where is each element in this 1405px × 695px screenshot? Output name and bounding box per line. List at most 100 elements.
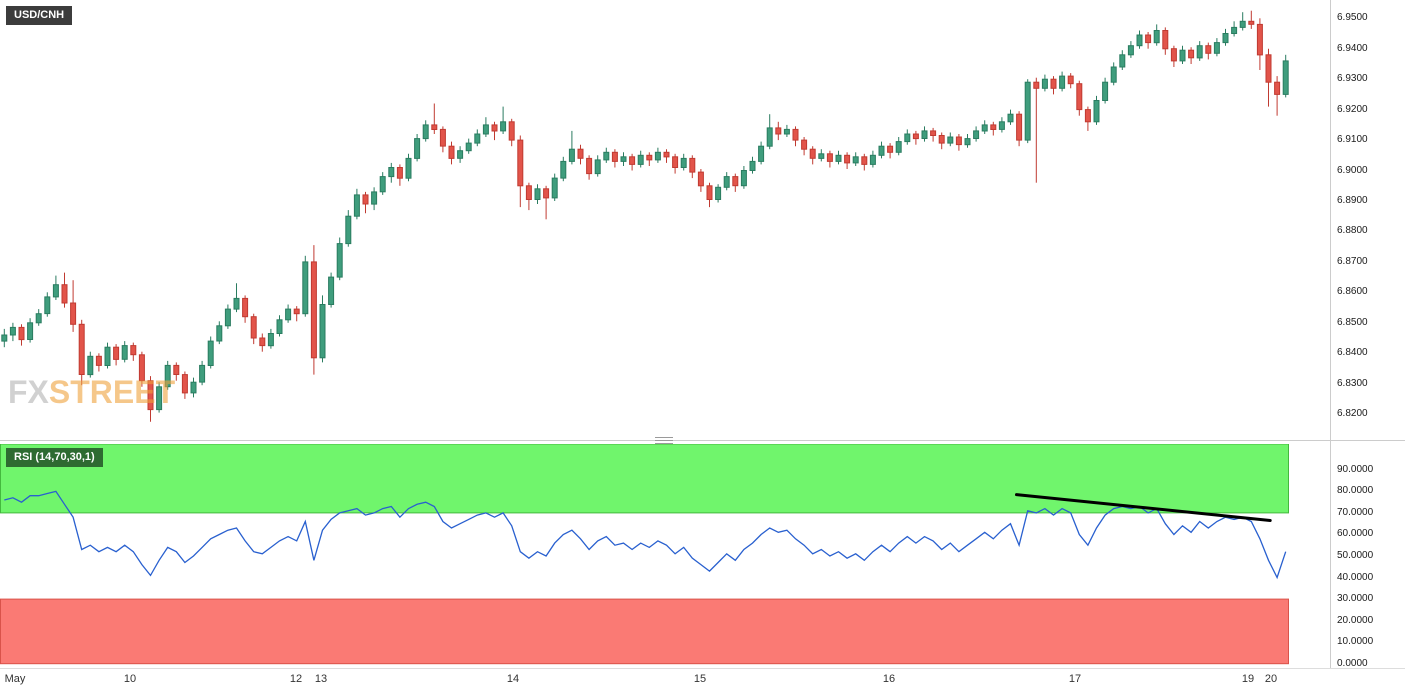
candle-body [18,326,25,341]
rsi-chart-canvas[interactable] [0,444,1330,668]
candle-body [35,313,42,324]
time-axis-label: 15 [693,673,707,685]
candle-body [964,138,971,146]
candle-body [1145,34,1152,44]
time-axis: May 10 12 13 14 15 16 17 19 20 [0,668,1330,695]
candle-body [1136,34,1143,47]
rsi-indicator-badge[interactable]: RSI (14,70,30,1) [6,448,103,467]
candle-body [973,130,980,139]
candle-body [1205,45,1212,54]
candle-body [448,145,455,159]
price-axis-label: 6.8200 [1337,408,1368,419]
candle-body [758,145,765,162]
candle-body [130,345,137,356]
candle-body [491,124,498,132]
candle-body [276,319,283,334]
candle-body [1265,54,1272,83]
price-axis-border [1330,0,1331,668]
candle-body [560,160,567,179]
price-axis-label: 6.8800 [1337,225,1368,236]
candle-body [723,176,730,188]
candle-body [930,130,937,136]
candle-body [887,145,894,153]
price-axis-label: 6.9200 [1337,104,1368,115]
candle-body [1231,26,1238,34]
candle-body [783,128,790,135]
panel-resize-handle[interactable] [655,437,673,444]
candle-body [1110,66,1117,83]
candle-body [663,151,670,158]
candle-body [1179,49,1186,62]
candle-body [439,128,446,147]
candle-body [190,381,197,394]
candle-body [224,308,231,327]
candle-body [508,121,515,141]
candle-body [267,333,274,347]
candle-body [543,188,550,199]
price-axis-label: 6.9100 [1337,134,1368,145]
candle-body [405,157,412,179]
rsi-panel: RSI (14,70,30,1) [0,444,1330,668]
candle-body [156,386,163,411]
candle-body [259,337,266,347]
candle-body [1239,20,1246,28]
candle-body [1119,54,1126,68]
candle-body [921,130,928,139]
candle-body [990,124,997,131]
pair-badge[interactable]: USD/CNH [6,6,73,25]
candle-body [1196,45,1203,59]
candle-body [310,261,317,359]
candle-body [1153,30,1160,44]
candle-body [844,154,851,164]
candle-body [689,157,696,173]
candle-body [577,148,584,159]
candle-body [603,151,610,161]
candle-body [121,345,128,360]
price-axis-label: 6.9400 [1337,43,1368,54]
price-axis-label: 6.8500 [1337,317,1368,328]
candle-body [465,142,472,152]
candle-body [680,157,687,168]
candle-body [594,159,601,175]
candle-body [113,346,120,360]
right-axis: 6.9500 6.9400 6.9300 6.9200 6.9100 6.9000 6.89… [1331,0,1405,695]
candle-body [482,124,489,135]
candle-body [9,326,16,336]
rsi-trendline [1015,493,1272,522]
candle-body [629,156,636,165]
rsi-axis-label: 10.0000 [1337,636,1374,647]
candle-body [147,380,154,411]
candle-body [654,151,661,161]
candle-body [766,127,773,147]
candle-body [1248,20,1255,25]
candle-body [345,215,352,245]
candle-body [61,284,68,304]
candle-body [775,127,782,135]
candle-body [216,325,223,342]
candle-body [233,297,240,310]
candle-body [285,308,292,321]
time-axis-label: 12 [289,673,303,685]
candle-body [44,296,51,315]
candle-body [52,284,59,298]
candle-body [27,322,34,340]
candle-body [293,308,300,315]
rsi-axis-label: 30.0000 [1337,593,1374,604]
candle-body [938,135,945,144]
price-axis-label: 6.9300 [1337,73,1368,84]
rsi-axis-label: 0.0000 [1337,658,1368,669]
price-panel: USD/CNH FXSTREET [0,0,1330,437]
candle-body [801,139,808,150]
candle-body [302,261,309,315]
candle-body [1274,81,1281,95]
candle-body [1041,78,1048,89]
time-axis-label: 13 [314,673,328,685]
candle-body [955,136,962,146]
candle-body [1076,83,1083,111]
candle-body [78,323,85,375]
candle-body [1007,113,1014,123]
price-axis-label: 6.8900 [1337,195,1368,206]
price-chart-canvas[interactable] [0,0,1330,437]
candle-body [431,124,438,131]
